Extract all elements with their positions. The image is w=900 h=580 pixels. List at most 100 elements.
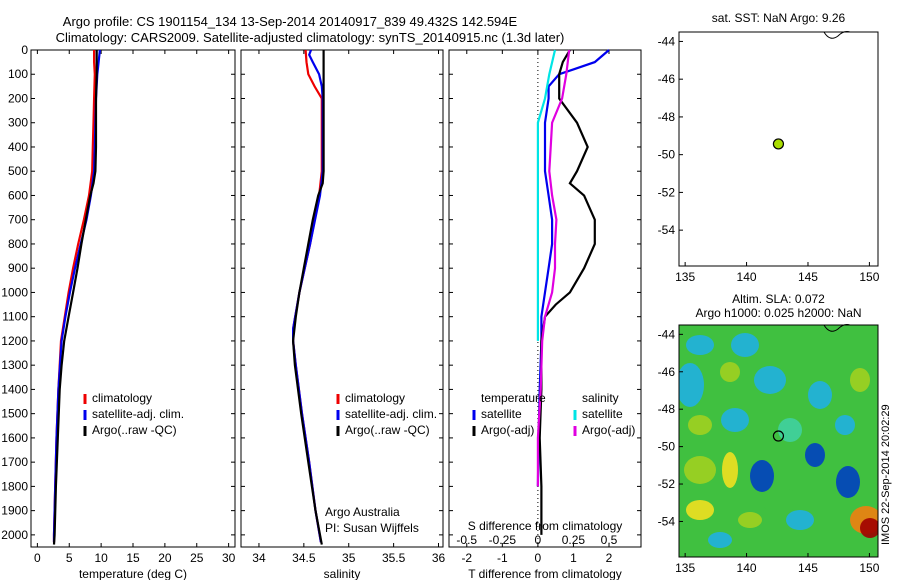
x-axis-label-S: S difference from climatology (468, 519, 623, 533)
x-tick-label-T: -2 (461, 551, 472, 565)
series-line-climatology (52, 50, 96, 543)
series-line-satellite-adj-clim- (292, 49, 324, 543)
map-y-tick-label: -44 (658, 327, 676, 341)
heatmap-blob (679, 363, 704, 407)
heatmap-blob (686, 500, 714, 520)
heatmap-blob (850, 368, 870, 392)
map-1-title: sat. SST: NaN Argo: 9.26 (712, 11, 846, 25)
heatmap-blob (760, 488, 800, 512)
map-x-tick-label: 150 (859, 561, 879, 575)
chart-title-line-1: Argo profile: CS 1901154_134 13-Sep-2014… (62, 14, 518, 29)
y-tick-label: 100 (8, 67, 28, 81)
x-tick-label: 5 (66, 551, 73, 565)
map-2-title-line-2: Argo h1000: 0.025 h2000: NaN (695, 306, 861, 320)
x-tick-label: 35.5 (382, 551, 406, 565)
legend-temperature-panel-label: satellite-adj. clim. (92, 407, 184, 421)
profile-panel-3-frame (448, 49, 642, 548)
y-tick-label: 400 (8, 140, 28, 154)
heatmap-blob (805, 443, 825, 467)
y-tick-label: 300 (8, 116, 28, 130)
map-1-frame (678, 31, 879, 267)
x-tick-label-T: 1 (570, 551, 577, 565)
heatmap-blob (778, 418, 802, 442)
y-tick-label: 1300 (1, 358, 28, 372)
series-line-argo-raw-qc- (52, 50, 98, 545)
map-x-tick-label: 145 (798, 270, 818, 284)
x-tick-label-S: 0.5 (601, 533, 618, 547)
y-tick-label: 2000 (1, 528, 28, 542)
x-tick-label-T: 2 (606, 551, 613, 565)
map-x-tick-label: 150 (859, 270, 879, 284)
series-line-salinity-satellite (536, 49, 557, 341)
y-tick-label: 1100 (2, 310, 28, 324)
map-x-tick-label: 135 (675, 561, 695, 575)
series-line-temperature-argo-adj- (538, 49, 596, 535)
heatmap-blob (786, 510, 814, 530)
legend-salinity-panel-label: satellite-adj. clim. (345, 407, 437, 421)
profile-panel-1-frame (30, 49, 236, 548)
y-tick-label: 700 (8, 213, 28, 227)
y-tick-label: 1500 (1, 407, 28, 421)
map-y-tick-label: -44 (658, 34, 676, 48)
heatmap-blob (720, 362, 740, 382)
x-tick-label: 0 (34, 551, 41, 565)
y-tick-label: 1800 (1, 479, 28, 493)
x-tick-label: 15 (126, 551, 140, 565)
heatmap-blob (808, 381, 832, 409)
x-tick-label: 36 (432, 551, 446, 565)
legend-diff-label: satellite (582, 407, 623, 421)
imos-timestamp: IMOS 22-Sep-2014 20:02:29 (880, 404, 892, 545)
x-axis-label-T: T difference from climatology (468, 567, 622, 580)
x-tick-label: 10 (94, 551, 108, 565)
y-tick-label: 0 (21, 43, 28, 57)
heatmap-blob (738, 512, 762, 528)
heatmap-blob (860, 518, 878, 538)
heatmap-blob (688, 415, 712, 435)
map-y-tick-label: -50 (658, 148, 676, 162)
map-y-tick-label: -48 (658, 110, 676, 124)
heatmap-blob (708, 532, 732, 548)
heatmap-blob (721, 408, 749, 432)
y-tick-label: 200 (8, 91, 28, 105)
x-tick-label-S: 0.25 (562, 533, 586, 547)
heatmap-blob (750, 460, 774, 492)
map-y-tick-label: -48 (658, 402, 676, 416)
legend-diff-label: Argo(-adj) (582, 423, 635, 437)
x-tick-label: 25 (190, 551, 204, 565)
annotation-line: Argo Australia (325, 505, 400, 519)
heatmap-blob (836, 466, 860, 498)
y-tick-label: 1200 (1, 334, 28, 348)
heatmap-blob (754, 366, 786, 394)
heatmap-blob (731, 333, 759, 357)
legend-temperature-panel-label: Argo(..raw -QC) (92, 423, 177, 437)
y-tick-label: 900 (8, 261, 28, 275)
y-tick-label: 1000 (1, 285, 28, 299)
legend-salinity-panel-label: climatology (345, 391, 405, 405)
map-x-tick-label: 135 (675, 270, 695, 284)
map-contour (823, 324, 851, 332)
map-y-tick-label: -50 (658, 440, 676, 454)
map-y-tick-label: -52 (658, 185, 676, 199)
x-tick-label-T: -1 (497, 551, 508, 565)
y-tick-label: 800 (8, 237, 28, 251)
heatmap-blob (684, 456, 716, 484)
profile-panel-2-frame (240, 49, 444, 548)
x-tick-label-S: 0 (535, 533, 542, 547)
map-x-tick-label: 140 (737, 561, 757, 575)
legend-diff-salinity-title: salinity (582, 391, 619, 405)
y-tick-label: 500 (8, 164, 28, 178)
map-x-tick-label: 145 (798, 561, 818, 575)
map-x-tick-label: 140 (737, 270, 757, 284)
legend-salinity-panel-label: Argo(..raw -QC) (345, 423, 430, 437)
y-tick-label: 1600 (1, 431, 28, 445)
y-tick-label: 1700 (1, 455, 28, 469)
map-contour (823, 31, 851, 39)
argo-position-marker (772, 430, 785, 442)
x-tick-label: 34.5 (292, 551, 316, 565)
map-y-tick-label: -54 (658, 223, 676, 237)
x-tick-label: 20 (158, 551, 172, 565)
series-line-salinity-argo-adj- (536, 49, 571, 487)
map-y-tick-label: -46 (658, 72, 676, 86)
x-axis-label: salinity (324, 567, 361, 580)
